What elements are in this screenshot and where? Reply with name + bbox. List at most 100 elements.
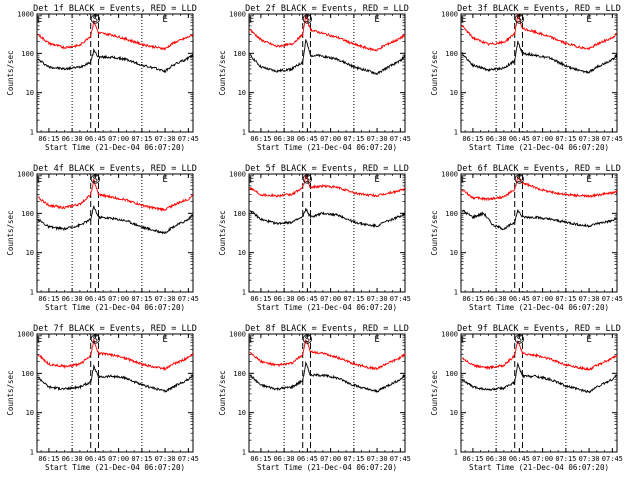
events-series-line	[461, 209, 618, 231]
x-tick-label: 06:15	[462, 455, 483, 463]
x-tick-label: 07:00	[320, 455, 341, 463]
saa-marker-circle	[302, 334, 312, 344]
x-tick-label: 07:45	[602, 455, 623, 463]
y-tick-label: 10	[450, 409, 458, 417]
y-tick-label: 10	[26, 89, 34, 97]
x-tick-label: 07:15	[131, 455, 152, 463]
saa-marker-circle	[90, 174, 100, 184]
y-tick-label: 1000	[441, 331, 458, 339]
y-tick-label: 10	[238, 409, 246, 417]
events-series-line	[461, 40, 618, 75]
x-tick-label: 07:15	[555, 135, 576, 143]
saa-marker-circle	[514, 334, 524, 344]
y-tick-label: 1	[242, 449, 246, 457]
y-tick-label: 1000	[17, 171, 34, 179]
panel-title: Det 7f BLACK = Events, RED = LLD	[33, 324, 197, 334]
saa-marker-label: S	[305, 175, 310, 185]
y-axis-label: Counts/sec	[6, 210, 15, 255]
x-tick-label: 06:30	[486, 295, 507, 303]
detector-panel-1: Det 1f BLACK = Events, RED = LLD 1 10 100 10…	[6, 4, 199, 152]
y-tick-label: 100	[445, 210, 458, 218]
panel-title: Det 3f BLACK = Events, RED = LLD	[457, 4, 621, 14]
x-tick-label: 06:30	[62, 455, 83, 463]
y-tick-label: 1	[30, 449, 34, 457]
x-axis-label: Start Time (21-Dec-04 06:07:20)	[45, 463, 185, 472]
detector-panel-9: Det 9f BLACK = Events, RED = LLD 1 10 100 10…	[430, 324, 623, 472]
x-tick-label: 07:30	[367, 455, 388, 463]
x-tick-label: 06:45	[509, 135, 530, 143]
x-tick-label: 06:45	[297, 455, 318, 463]
x-tick-label: 07:15	[343, 455, 364, 463]
eclipse-marker-label: E	[37, 335, 42, 345]
y-tick-label: 100	[445, 50, 458, 58]
x-tick-label: 06:30	[486, 135, 507, 143]
x-tick-label: 06:45	[85, 455, 106, 463]
events-series-line	[37, 364, 194, 393]
x-tick-label: 07:00	[108, 135, 129, 143]
y-tick-label: 1000	[229, 171, 246, 179]
x-tick-label: 06:30	[62, 295, 83, 303]
y-tick-label: 1	[242, 129, 246, 137]
y-tick-label: 1000	[441, 11, 458, 19]
saa-marker-label: S	[305, 15, 310, 25]
events-series-line	[249, 360, 406, 393]
events-series-line	[37, 48, 194, 74]
x-tick-label: 07:45	[178, 455, 199, 463]
x-tick-label: 06:45	[297, 295, 318, 303]
plot-frame	[248, 333, 406, 453]
x-axis-label: Start Time (21-Dec-04 06:07:20)	[469, 143, 609, 152]
x-tick-label: 06:15	[462, 295, 483, 303]
x-tick-label: 07:00	[532, 295, 553, 303]
y-tick-label: 1	[454, 129, 458, 137]
plot-frame	[460, 333, 618, 453]
events-series-line	[249, 39, 406, 76]
eclipse-marker-label: E	[162, 335, 167, 345]
y-axis-label: Counts/sec	[430, 370, 439, 415]
x-axis-label: Start Time (21-Dec-04 06:07:20)	[469, 463, 609, 472]
y-tick-label: 100	[21, 210, 34, 218]
saa-marker-circle	[90, 14, 100, 24]
eclipse-marker-label: E	[37, 175, 42, 185]
x-tick-label: 07:45	[178, 135, 199, 143]
x-tick-label: 06:30	[274, 135, 295, 143]
events-series-line	[37, 205, 194, 235]
y-tick-label: 100	[21, 370, 34, 378]
y-tick-label: 1	[454, 289, 458, 297]
eclipse-marker-label: E	[374, 175, 379, 185]
panel-title: Det 1f BLACK = Events, RED = LLD	[33, 4, 197, 14]
eclipse-marker-label: E	[249, 335, 254, 345]
x-axis-label: Start Time (21-Dec-04 06:07:20)	[257, 463, 397, 472]
saa-marker-circle	[90, 334, 100, 344]
detector-panel-3: Det 3f BLACK = Events, RED = LLD 1 10 100 10…	[430, 4, 623, 152]
y-tick-label: 100	[233, 370, 246, 378]
eclipse-marker-label: E	[461, 15, 466, 25]
y-tick-label: 10	[26, 249, 34, 257]
plot-frame	[248, 13, 406, 133]
x-tick-label: 07:15	[555, 455, 576, 463]
panel-title: Det 8f BLACK = Events, RED = LLD	[245, 324, 409, 334]
saa-marker-label: S	[93, 335, 98, 345]
saa-marker-label: S	[305, 335, 310, 345]
detector-panel-5: Det 5f BLACK = Events, RED = LLD 1 10 100 10…	[218, 164, 411, 312]
x-tick-label: 07:30	[155, 295, 176, 303]
x-tick-label: 06:15	[38, 295, 59, 303]
y-axis-label: Counts/sec	[218, 210, 227, 255]
detector-panel-4: Det 4f BLACK = Events, RED = LLD 1 10 100 10…	[6, 164, 199, 312]
events-series-line	[249, 208, 406, 228]
x-tick-label: 07:30	[579, 455, 600, 463]
x-tick-label: 07:00	[320, 135, 341, 143]
x-tick-label: 06:45	[85, 295, 106, 303]
plot-frame	[460, 173, 618, 293]
saa-marker-label: S	[517, 335, 522, 345]
plot-frame	[36, 333, 194, 453]
saa-marker-circle	[514, 14, 524, 24]
x-tick-label: 06:15	[250, 135, 271, 143]
panel-title: Det 4f BLACK = Events, RED = LLD	[33, 164, 197, 174]
lld-series-line	[37, 338, 194, 372]
x-axis-label: Start Time (21-Dec-04 06:07:20)	[257, 303, 397, 312]
plot-frame	[36, 13, 194, 133]
x-tick-label: 06:45	[509, 295, 530, 303]
x-tick-label: 06:45	[509, 455, 530, 463]
lld-series-line	[249, 14, 406, 52]
